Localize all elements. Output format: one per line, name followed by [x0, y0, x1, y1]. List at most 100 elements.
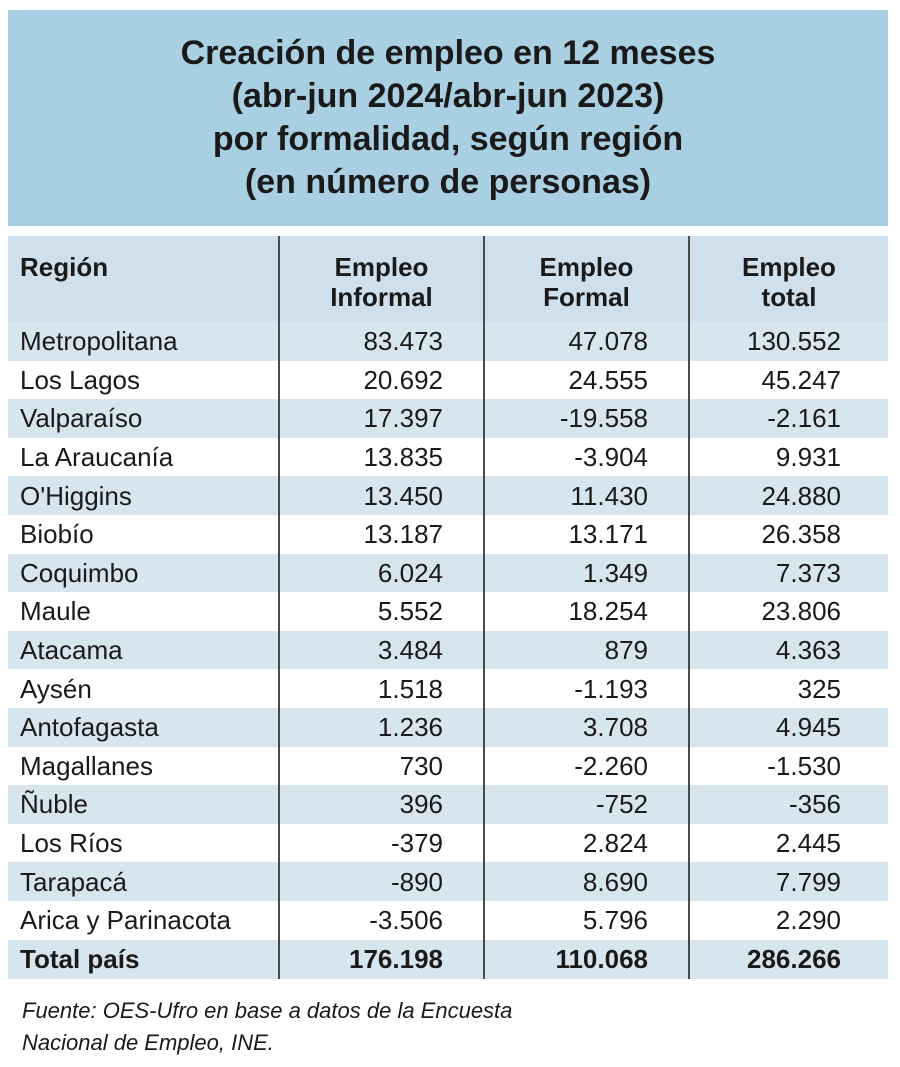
table-row: Arica y Parinacota -3.506 5.796 2.290: [8, 900, 888, 940]
informal-cell-value: 13.187: [363, 519, 443, 550]
header-total: Empleo total: [688, 236, 888, 322]
region-cell: Maule: [20, 596, 91, 627]
header-formal-line-2: Formal: [543, 282, 630, 312]
table-row: Tarapacá -890 8.690 7.799: [8, 862, 888, 901]
formal-cell-value: -3.904: [574, 442, 648, 473]
total-cell: 4.363: [688, 630, 888, 670]
table-row: O'Higgins 13.450 11.430 24.880: [8, 476, 888, 515]
table-body: Metropolitana 83.473 47.078 130.552 Los Lago…: [8, 322, 888, 940]
informal-cell: 3.484: [278, 630, 483, 670]
formal-cell: -3.904: [483, 437, 688, 477]
formal-cell-value: 2.824: [582, 828, 648, 859]
region-cell: Arica y Parinacota: [20, 905, 231, 936]
total-cell-value: 7.373: [775, 557, 841, 588]
informal-cell-value: -379: [390, 828, 443, 859]
formal-cell-value: -752: [595, 789, 648, 820]
total-cell-value: 7.799: [775, 866, 841, 897]
formal-cell: 47.078: [483, 322, 688, 361]
header-total-line-1: Empleo: [742, 252, 836, 282]
table-row: Coquimbo 6.024 1.349 7.373: [8, 553, 888, 593]
table-row: La Araucanía 13.835 -3.904 9.931: [8, 437, 888, 477]
region-cell: Biobío: [20, 519, 94, 550]
table-title: Creación de empleo en 12 meses (abr-jun …: [8, 10, 888, 226]
table-row: Antofagasta 1.236 3.708 4.945: [8, 707, 888, 747]
total-total-value: 286.266: [747, 944, 841, 974]
informal-cell: 17.397: [278, 399, 483, 438]
total-cell: 4.945: [688, 707, 888, 747]
formal-cell: -1.193: [483, 669, 688, 708]
informal-cell-value: 1.236: [377, 712, 443, 743]
informal-cell-value: 5.552: [377, 596, 443, 627]
formal-cell: 13.171: [483, 514, 688, 554]
region-cell: Los Ríos: [20, 828, 123, 859]
informal-cell-value: 13.835: [363, 442, 443, 473]
header-informal-line-1: Empleo: [334, 252, 429, 282]
informal-cell: 13.187: [278, 514, 483, 554]
informal-cell: 13.835: [278, 437, 483, 477]
informal-cell: 6.024: [278, 553, 483, 593]
region-cell: Magallanes: [20, 750, 153, 781]
total-cell-value: -356: [788, 789, 841, 820]
formal-cell-value: -19.558: [559, 403, 648, 434]
formal-cell: 11.430: [483, 476, 688, 515]
total-row: Total país 176.198 110.068 286.266: [8, 939, 888, 979]
formal-cell: 2.824: [483, 823, 688, 863]
formal-cell: 3.708: [483, 707, 688, 747]
formal-cell-value: 13.171: [568, 519, 648, 550]
employment-table: Región Empleo Informal Empleo Formal Emp…: [8, 236, 888, 979]
formal-cell-value: 5.796: [582, 905, 648, 936]
informal-cell-value: 396: [399, 789, 443, 820]
informal-cell-value: 1.518: [377, 673, 443, 704]
table-row: Los Lagos 20.692 24.555 45.247: [8, 360, 888, 400]
informal-cell: 1.236: [278, 707, 483, 747]
total-total: 286.266: [688, 939, 888, 979]
formal-cell-value: 1.349: [582, 557, 648, 588]
formal-cell: -2.260: [483, 746, 688, 786]
region-cell: Aysén: [20, 673, 92, 704]
table-row: Los Ríos -379 2.824 2.445: [8, 823, 888, 863]
region-cell: Coquimbo: [20, 557, 139, 588]
header-formal-line-1: Empleo: [539, 252, 634, 282]
total-cell: -2.161: [688, 399, 888, 438]
formal-cell: 8.690: [483, 862, 688, 901]
table-row: Atacama 3.484 879 4.363: [8, 630, 888, 670]
informal-cell-value: 20.692: [363, 364, 443, 395]
title-line-1: Creación de empleo en 12 meses: [180, 34, 716, 72]
informal-cell: 83.473: [278, 322, 483, 361]
total-cell: 2.445: [688, 823, 888, 863]
total-cell: 2.290: [688, 900, 888, 940]
total-cell-value: 45.247: [761, 364, 841, 395]
total-cell: 130.552: [688, 322, 888, 361]
region-cell: Atacama: [20, 635, 123, 666]
header-formal: Empleo Formal: [483, 236, 688, 322]
informal-cell-value: -890: [390, 866, 443, 897]
formal-cell: -19.558: [483, 399, 688, 438]
total-formal: 110.068: [483, 939, 688, 979]
total-cell-value: 23.806: [761, 596, 841, 627]
region-cell: Valparaíso: [20, 403, 143, 434]
formal-cell: 24.555: [483, 360, 688, 400]
title-line-3: por formalidad, según región: [212, 120, 684, 158]
source-line-2: Nacional de Empleo, INE.: [22, 1030, 274, 1055]
informal-cell: 1.518: [278, 669, 483, 708]
total-cell-value: 325: [797, 673, 841, 704]
title-line-2: (abr-jun 2024/abr-jun 2023): [231, 77, 665, 115]
total-cell: 7.799: [688, 862, 888, 901]
total-cell-value: 2.445: [775, 828, 841, 859]
table-row: Valparaíso 17.397 -19.558 -2.161: [8, 399, 888, 438]
header-informal: Empleo Informal: [278, 236, 483, 322]
total-region: Total país: [20, 944, 140, 974]
total-cell-value: -2.161: [767, 403, 841, 434]
informal-cell: 396: [278, 785, 483, 824]
informal-cell: 20.692: [278, 360, 483, 400]
total-cell-value: 4.363: [775, 635, 841, 666]
informal-cell-value: 83.473: [363, 326, 443, 357]
total-cell: -1.530: [688, 746, 888, 786]
total-cell: 23.806: [688, 592, 888, 631]
total-cell-value: -1.530: [767, 750, 841, 781]
formal-cell-value: 18.254: [568, 596, 648, 627]
region-cell: Los Lagos: [20, 364, 140, 395]
informal-cell: -890: [278, 862, 483, 901]
region-cell: Tarapacá: [20, 866, 127, 897]
formal-cell-value: 24.555: [568, 364, 648, 395]
